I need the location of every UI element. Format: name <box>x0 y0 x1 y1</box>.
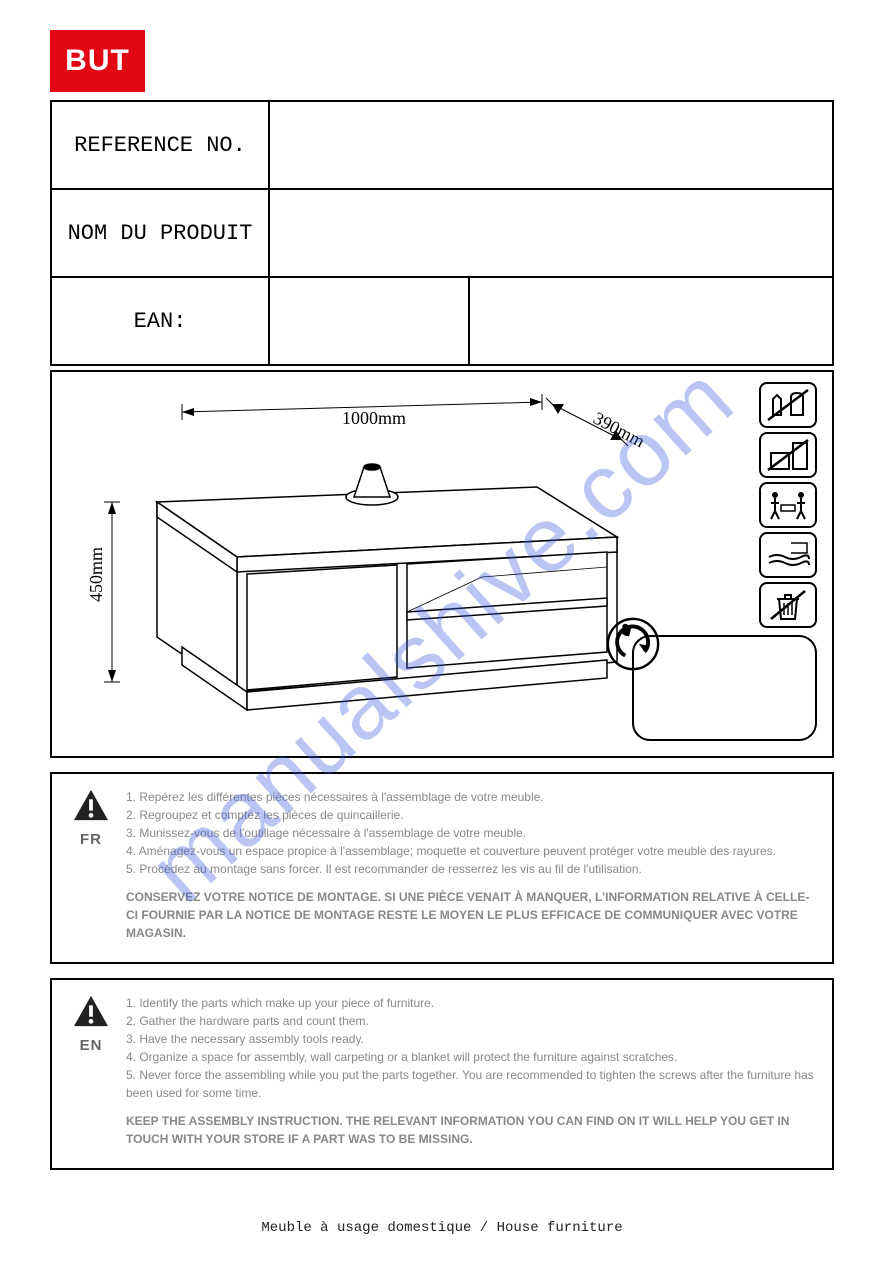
instructions-fr: FR 1. Repérez les différentes pièces néc… <box>50 772 834 964</box>
fr-step-2: 2. Regroupez et comptez les pièces de qu… <box>126 806 814 824</box>
fr-steps: 1. Repérez les différentes pièces nécess… <box>126 788 814 878</box>
instructions-en: EN 1. Identify the parts which make up y… <box>50 978 834 1170</box>
en-step-2: 2. Gather the hardware parts and count t… <box>126 1012 814 1030</box>
footer-text: Meuble à usage domestique / House furnit… <box>50 1220 834 1236</box>
ean-value-2 <box>469 277 833 365</box>
product-label: NOM DU PRODUIT <box>51 189 269 277</box>
depth-dim: 390mm <box>590 408 648 451</box>
fr-step-3: 3. Munissez-vous de l'outillage nécessai… <box>126 824 814 842</box>
fr-step-4: 4. Aménagez-vous un espace propice à l'a… <box>126 842 814 860</box>
fr-step-1: 1. Repérez les différentes pièces nécess… <box>126 788 814 806</box>
en-step-1: 1. Identify the parts which make up your… <box>126 994 814 1012</box>
ean-label: EAN: <box>51 277 269 365</box>
width-dim: 1000mm <box>342 408 406 428</box>
lang-code-en: EN <box>70 1035 112 1058</box>
product-diagram: 1000mm 390mm 450mm <box>50 370 834 758</box>
en-step-4: 4. Organize a space for assembly, wall c… <box>126 1048 814 1066</box>
warning-triangle-icon: EN <box>70 994 112 1148</box>
protect-surface-icon <box>759 532 817 578</box>
brand-logo: BUT <box>50 30 145 92</box>
recycle-icon <box>604 615 662 673</box>
fr-step-5: 5. Procédez au montage sans forcer. Il e… <box>126 860 814 878</box>
warning-icons-column <box>759 382 817 628</box>
lang-code-fr: FR <box>70 829 112 852</box>
furniture-drawing: 1000mm 390mm 450mm <box>62 372 652 752</box>
no-chemicals-icon <box>759 382 817 428</box>
height-dim: 450mm <box>86 547 106 602</box>
fr-keep-note: CONSERVEZ VOTRE NOTICE DE MONTAGE. SI UN… <box>126 888 814 942</box>
ean-value-1 <box>269 277 469 365</box>
en-keep-note: KEEP THE ASSEMBLY INSTRUCTION. THE RELEV… <box>126 1112 814 1148</box>
reference-label: REFERENCE NO. <box>51 101 269 189</box>
en-steps: 1. Identify the parts which make up your… <box>126 994 814 1102</box>
product-value <box>269 189 833 277</box>
no-trash-icon <box>759 582 817 628</box>
warning-triangle-icon: FR <box>70 788 112 942</box>
reference-value <box>269 101 833 189</box>
two-person-icon <box>759 482 817 528</box>
no-stand-icon <box>759 432 817 478</box>
en-step-5: 5. Never force the assembling while you … <box>126 1066 814 1102</box>
header-table: REFERENCE NO. NOM DU PRODUIT EAN: <box>50 100 834 366</box>
en-step-3: 3. Have the necessary assembly tools rea… <box>126 1030 814 1048</box>
recycle-info-box <box>632 635 817 741</box>
